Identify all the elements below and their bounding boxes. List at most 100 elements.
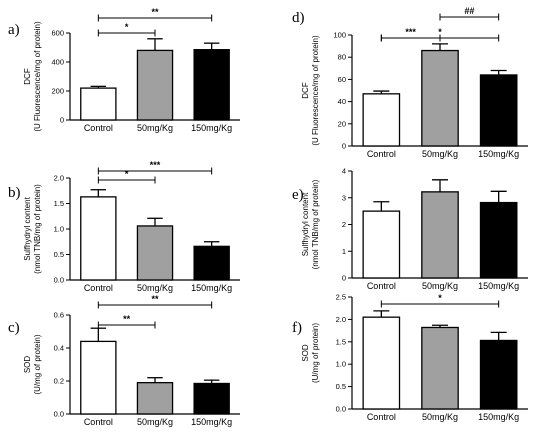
bar [136,49,174,121]
y-axis-label: (U/mg of protein) [33,334,42,394]
chart-panel: a) 0 200 400 600 DCF (U Fluorescence/mg of pro… [8,7,240,133]
significance-label: * [438,27,442,37]
x-category-label: 150mg/Kg [478,149,519,159]
chart-panel: c) 0.0 0.2 0.4 0.6 SOD (U/mg of protein) Contro… [8,294,240,427]
y-axis-label: DCF [23,68,32,85]
y-tick-label: 1.5 [336,337,346,346]
significance-label: ** [123,314,131,324]
bar [80,87,117,121]
bar [193,245,230,281]
y-tick-label: 60 [338,75,346,84]
y-axis-label: (U Fluorescence/mg of protein) [311,35,320,146]
bar [193,382,230,415]
y-axis-label: Sulfhydryl content [301,192,310,256]
y-tick-label: 0.6 [54,311,64,320]
bar [136,225,174,281]
chart-panel: d) 0 20 40 60 80 100 DCF (U Fluorescence/mg of p… [292,6,528,159]
chart-panel: e) 0 1 2 3 4 Sulfhydryl content (nmol TNB/mg of… [292,167,528,291]
x-category-label: 50mg/Kg [137,283,173,293]
significance-label: * [438,293,442,303]
y-axis-label: (nmol TNB/mg of protein) [311,179,320,269]
panel-letter: f) [292,320,302,336]
significance-label: * [125,169,129,179]
y-tick-label: 0.5 [336,382,346,391]
bar [479,74,518,147]
bar [362,210,401,279]
bar [421,326,459,410]
bar [80,340,117,415]
x-category-label: Control [367,149,396,159]
x-category-label: 50mg/Kg [422,149,458,159]
y-tick-label: 20 [338,119,346,128]
y-tick-label: 0.2 [54,377,64,386]
y-tick-label: 0.0 [54,410,64,419]
bar [193,49,230,121]
significance-label: ## [464,6,474,16]
x-category-label: 50mg/Kg [422,281,458,291]
panel-letter: d) [292,10,305,26]
x-category-label: 50mg/Kg [137,123,173,133]
y-tick-label: 0.4 [54,344,64,353]
y-axis-label: (U/mg of protein) [311,323,320,383]
bar [362,93,401,147]
y-tick-label: 600 [51,29,64,38]
y-tick-label: 1.5 [54,199,64,208]
panel-letter: a) [8,22,20,38]
panel-letter: c) [8,320,20,336]
y-tick-label: 80 [338,53,346,62]
x-category-label: 150mg/Kg [478,281,519,291]
y-tick-label: 2.0 [336,315,346,324]
y-tick-label: 4 [342,167,346,176]
x-category-label: Control [84,283,113,293]
x-category-label: 150mg/Kg [478,412,519,422]
y-tick-label: 2.5 [336,293,346,302]
panel-letter: b) [8,185,21,201]
y-tick-label: 0.5 [54,250,64,259]
significance-label: * [125,22,129,32]
y-tick-label: 0.0 [54,276,64,285]
bar [479,201,518,279]
bar [362,316,401,410]
y-axis-label: (U Fluorescence/mg of protein) [33,21,42,132]
y-axis-label: SOD [301,344,310,362]
y-tick-label: 1 [342,247,346,256]
y-tick-label: 3 [342,193,346,202]
panel-letter: e) [292,187,304,203]
y-tick-label: 1.0 [336,360,346,369]
y-tick-label: 1.0 [54,225,64,234]
bar [421,49,459,147]
x-category-label: Control [367,281,396,291]
y-axis-label: SOD [23,356,32,374]
y-tick-label: 400 [51,58,64,67]
y-axis-label: DCF [301,82,310,99]
y-tick-label: 0.0 [336,405,346,414]
x-category-label: 150mg/Kg [191,283,232,293]
x-category-label: Control [367,412,396,422]
x-category-label: 50mg/Kg [422,412,458,422]
bar [136,381,174,415]
x-category-label: Control [84,417,113,427]
y-tick-label: 100 [333,31,346,40]
y-axis-label: (nmol TNB/mg of protein) [33,184,42,274]
bar [80,196,117,281]
y-tick-label: 200 [51,87,64,96]
chart-panel: f) 0.0 0.5 1.0 1.5 2.0 2.5 SOD (U/mg of protein)… [292,293,528,422]
chart-panel: b) 0.0 0.5 1.0 1.5 2.0 Sulfhydryl content (nmol… [8,160,240,293]
x-category-label: 150mg/Kg [191,417,232,427]
significance-label: *** [405,27,416,37]
y-tick-label: 0 [342,142,346,151]
y-tick-label: 0 [342,274,346,283]
x-category-label: 50mg/Kg [137,417,173,427]
x-category-label: 150mg/Kg [191,123,232,133]
y-tick-label: 2.0 [54,174,64,183]
y-tick-label: 40 [338,97,346,106]
significance-label: ** [151,7,159,17]
y-tick-label: 2 [342,220,346,229]
significance-label: ** [151,294,159,304]
significance-label: *** [150,160,161,170]
y-axis-label: Sulfhydryl content [23,196,32,260]
bar [421,191,459,279]
x-category-label: Control [84,123,113,133]
y-tick-label: 0 [60,116,64,125]
